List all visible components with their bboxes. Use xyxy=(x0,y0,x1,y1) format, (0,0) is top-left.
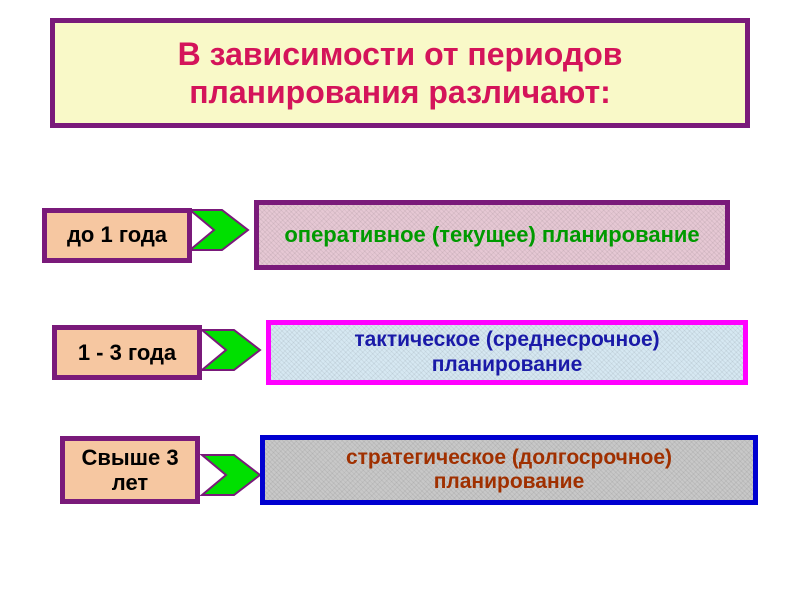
period-label: Свыше 3 лет xyxy=(65,445,195,496)
type-label: оперативное (текущее) планирование xyxy=(284,222,699,247)
period-box-0: до 1 года xyxy=(42,208,192,263)
arrow-icon xyxy=(200,328,262,372)
arrow-icon xyxy=(188,208,250,252)
title-box: В зависимости от периодов планирования р… xyxy=(50,18,750,128)
type-box-1: тактическое (среднесрочное) планирование xyxy=(266,320,748,385)
type-box-2: стратегическое (долгосрочное) планирован… xyxy=(260,435,758,505)
row-2: Свыше 3 лет стратегическое (долгосрочное)… xyxy=(0,435,800,510)
period-label: до 1 года xyxy=(67,222,167,247)
row-1: 1 - 3 года тактическое (среднесрочное) пл… xyxy=(0,320,800,395)
title-text: В зависимости от периодов планирования р… xyxy=(75,35,725,112)
period-box-2: Свыше 3 лет xyxy=(60,436,200,504)
row-0: до 1 года оперативное (текущее) планирова… xyxy=(0,200,800,275)
period-label: 1 - 3 года xyxy=(78,340,176,365)
arrow-icon xyxy=(200,453,262,497)
type-label: тактическое (среднесрочное) планирование xyxy=(283,328,731,376)
type-box-0: оперативное (текущее) планирование xyxy=(254,200,730,270)
period-box-1: 1 - 3 года xyxy=(52,325,202,380)
type-label: стратегическое (долгосрочное) планирован… xyxy=(277,446,741,494)
